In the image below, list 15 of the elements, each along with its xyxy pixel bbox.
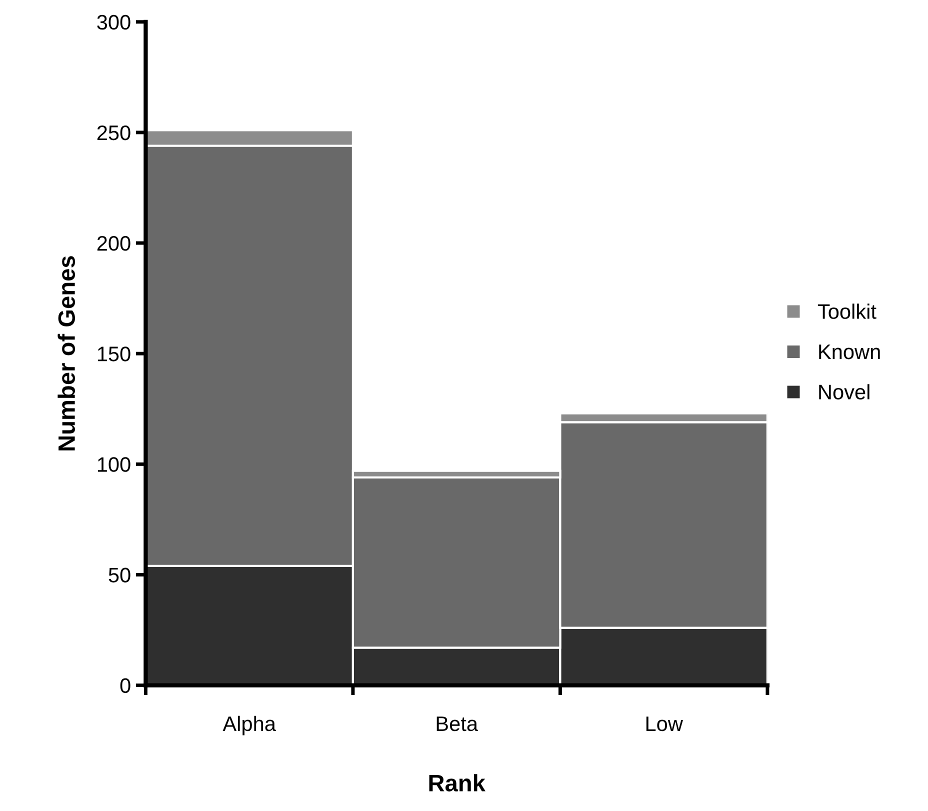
y-tick-label: 150 xyxy=(98,346,130,362)
y-tick-label: 300 xyxy=(97,14,130,30)
x-tick-label: Low xyxy=(646,716,683,732)
y-axis-title: Number of Genes xyxy=(58,256,76,450)
legend-label: Known xyxy=(819,344,880,360)
x-axis-title: Rank xyxy=(429,774,486,792)
y-tick-label: 0 xyxy=(120,678,130,694)
y-tick-label: 100 xyxy=(98,457,130,472)
y-tick-label: 50 xyxy=(108,568,130,582)
legend-label: Novel xyxy=(819,384,870,400)
legend-label: Toolkit xyxy=(818,304,876,319)
x-tick-label: Alpha xyxy=(222,716,276,736)
y-tick-label: 250 xyxy=(97,125,130,140)
y-tick-label: 200 xyxy=(97,236,130,251)
x-tick-label: Beta xyxy=(436,716,478,732)
